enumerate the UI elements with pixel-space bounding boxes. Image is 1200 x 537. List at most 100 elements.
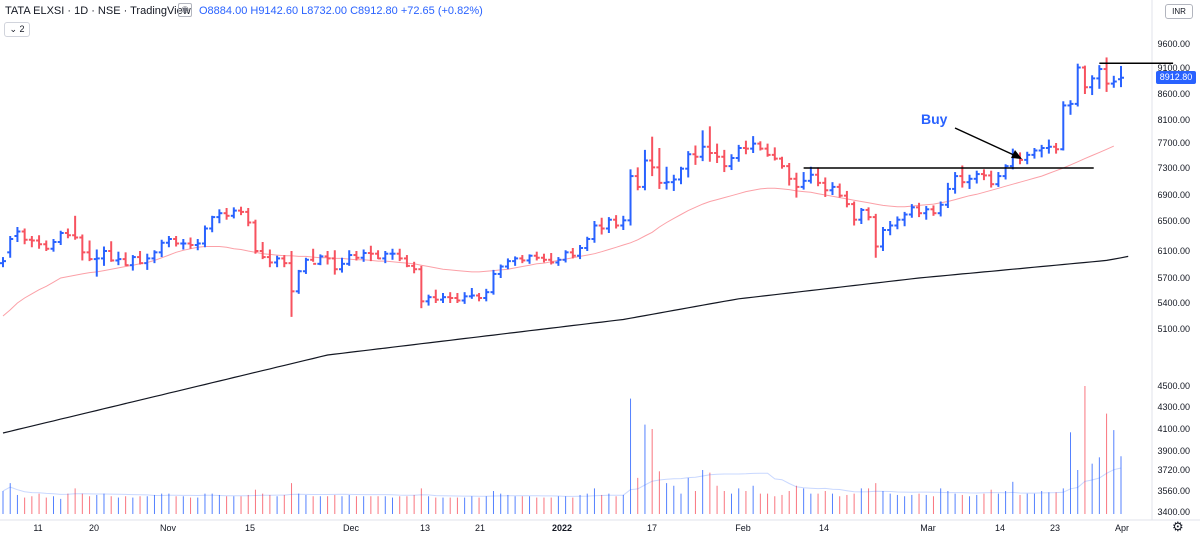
fast-moving-average-line	[2, 145, 1115, 317]
ohlc-bar	[43, 240, 50, 251]
ohlc-bar	[1081, 65, 1088, 94]
ohlc-bar	[317, 254, 324, 266]
visibility-icon[interactable]: ◉	[178, 3, 192, 17]
ohlc-bar	[555, 257, 562, 266]
ohlc-bar	[973, 170, 980, 184]
ohlc-bar	[843, 190, 850, 208]
ohlc-bar	[865, 207, 872, 221]
ohlc-bar	[64, 228, 71, 239]
ohlc-bar	[807, 166, 814, 184]
ohlc-bar	[786, 163, 793, 186]
ohlc-bar	[339, 257, 346, 273]
ohlc-bar	[0, 257, 6, 268]
slow-moving-average-line	[2, 255, 1129, 434]
time-tick-label: 11	[33, 523, 42, 533]
ohlc-bar	[28, 236, 35, 248]
ohlc-bar	[937, 201, 944, 217]
ohlc-bar	[533, 251, 540, 261]
ohlc-bar	[685, 151, 692, 178]
volume-tick-label: 4300.00	[1157, 402, 1190, 412]
indicators-toggle-button[interactable]: ⌄ 2	[4, 22, 30, 37]
ohlc-bar	[72, 215, 79, 240]
volume-tick-label: 3720.00	[1157, 465, 1190, 475]
ohlc-bar	[439, 293, 446, 303]
ohlc-bar	[1031, 148, 1038, 159]
ohlc-bar	[851, 201, 858, 226]
time-tick-label: 15	[245, 523, 255, 533]
ohlc-bar	[706, 126, 713, 162]
ohlc-bar	[966, 174, 973, 189]
ohlc-bar	[512, 256, 519, 266]
ohlc-bar	[584, 236, 591, 251]
ohlc-bar	[591, 221, 598, 243]
ohlc-bar	[1074, 63, 1081, 107]
ohlc-bar	[57, 230, 64, 245]
ohlc-bar	[418, 265, 425, 309]
arrow-head	[1011, 150, 1022, 159]
price-tick-label: 5100.00	[1157, 324, 1190, 334]
ohlc-bar	[1053, 143, 1060, 154]
ohlc-bar	[519, 255, 526, 264]
ohlc-bar	[1096, 65, 1103, 89]
ohlc-bar	[476, 293, 483, 302]
ohlc-bar	[1089, 75, 1096, 96]
ohlc-bar	[432, 289, 439, 303]
ohlc-bar	[389, 248, 396, 260]
ohlc-bar	[944, 182, 951, 208]
ohlc-bar	[295, 269, 302, 294]
volume-tick-label: 4100.00	[1157, 424, 1190, 434]
price-tick-label: 9100.00	[1157, 63, 1190, 73]
time-tick-label: Nov	[160, 523, 177, 533]
ohlc-bar	[259, 242, 266, 260]
ohlc-bar	[1002, 164, 1009, 180]
price-tick-label: 7300.00	[1157, 163, 1190, 173]
ohlc-bar	[923, 206, 930, 220]
ohlc-bar	[641, 149, 648, 191]
price-tick-label: 6500.00	[1157, 216, 1190, 226]
ohlc-bar	[887, 221, 894, 236]
ohlc-bar	[425, 294, 432, 306]
price-tick-label: 9600.00	[1157, 39, 1190, 49]
ohlc-bar	[252, 219, 259, 254]
ohlc-bar	[1038, 144, 1045, 158]
ohlc-bar	[411, 261, 418, 274]
ohlc-bar	[721, 149, 728, 173]
time-tick-label: Mar	[920, 523, 936, 533]
buy-annotation: Buy	[921, 111, 948, 127]
ohlc-bar	[238, 206, 245, 216]
ohlc-bar	[930, 205, 937, 216]
ohlc-bar	[375, 250, 382, 260]
symbol-title[interactable]: TATA ELXSI · 1D · NSE · TradingView	[5, 5, 191, 17]
ohlc-bar	[1045, 139, 1052, 154]
ohlc-bar	[829, 182, 836, 195]
ohlc-bar	[490, 269, 497, 295]
currency-selector[interactable]: INR	[1165, 4, 1193, 19]
ohlc-bar	[115, 251, 122, 266]
ohlc-bar	[822, 177, 829, 197]
ohlc-bar	[353, 251, 360, 261]
ohlc-bar	[223, 208, 230, 220]
ohlc-bar	[778, 156, 785, 169]
volume-tick-label: 3400.00	[1157, 507, 1190, 517]
ohlc-bar	[382, 251, 389, 264]
ohlc-bar	[656, 148, 663, 189]
ohlc-bar	[858, 208, 865, 224]
indicator-count: 2	[19, 24, 25, 34]
ohlc-bar	[959, 165, 966, 188]
volume-tick-label: 3900.00	[1157, 446, 1190, 456]
time-tick-label: Feb	[735, 523, 751, 533]
ohlc-readout: O8884.00 H9142.60 L8732.00 C8912.80 +72.…	[199, 5, 483, 17]
ohlc-bar	[613, 215, 620, 229]
ohlc-bar	[108, 241, 115, 262]
ohlc-bar	[692, 145, 699, 165]
ohlc-bar	[540, 253, 547, 263]
ohlc-bar	[180, 239, 187, 250]
time-tick-label: Apr	[1115, 523, 1129, 533]
gear-icon[interactable]: ⚙	[1172, 519, 1184, 534]
last-price-label: 8912.80	[1156, 71, 1196, 84]
ohlc-bar	[274, 255, 281, 268]
time-tick-label: 21	[475, 523, 485, 533]
ohlc-bar	[1110, 75, 1117, 88]
ohlc-bar	[699, 130, 706, 162]
